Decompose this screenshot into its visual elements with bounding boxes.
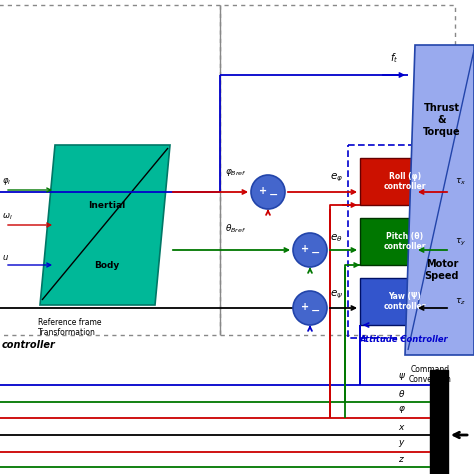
- Text: $\omega_I$: $\omega_I$: [2, 211, 13, 222]
- Text: $z$: $z$: [398, 455, 405, 464]
- Bar: [348, 145, 466, 338]
- Text: −: −: [269, 190, 279, 200]
- Bar: [430, 370, 448, 474]
- Text: controller: controller: [2, 340, 56, 350]
- Text: $e_\varphi$: $e_\varphi$: [330, 172, 343, 184]
- Polygon shape: [40, 145, 170, 305]
- Bar: [360, 278, 450, 325]
- Text: −: −: [311, 306, 321, 316]
- Text: Command
Conversion: Command Conversion: [409, 365, 451, 384]
- Text: $y$: $y$: [398, 438, 406, 449]
- Bar: [360, 218, 450, 265]
- Text: $\varphi_I$: $\varphi_I$: [2, 176, 11, 187]
- Text: $u$: $u$: [2, 253, 9, 262]
- Bar: [0, 5, 455, 335]
- Circle shape: [293, 233, 327, 267]
- Text: Attitude Controller: Attitude Controller: [360, 335, 448, 344]
- Text: Pitch (θ)
controller: Pitch (θ) controller: [384, 232, 426, 251]
- Text: Inertial: Inertial: [88, 201, 126, 210]
- Text: $\varphi$: $\varphi$: [398, 404, 406, 415]
- Bar: [360, 158, 450, 205]
- Circle shape: [293, 291, 327, 325]
- Text: Body: Body: [94, 261, 119, 270]
- Text: Yaw (Ψ)
controller: Yaw (Ψ) controller: [384, 292, 426, 311]
- Polygon shape: [405, 45, 474, 355]
- Text: $\theta$: $\theta$: [398, 388, 405, 399]
- Text: −: −: [311, 248, 321, 258]
- Text: Reference frame
Transformation: Reference frame Transformation: [38, 318, 101, 337]
- Text: $f_t$: $f_t$: [390, 51, 398, 65]
- Text: $\tau_x$: $\tau_x$: [455, 177, 466, 187]
- Text: Motor
Speed: Motor Speed: [425, 259, 459, 281]
- Text: $e_\theta$: $e_\theta$: [330, 232, 343, 244]
- Text: +: +: [301, 244, 309, 254]
- Text: Roll (φ)
controller: Roll (φ) controller: [384, 172, 426, 191]
- Text: $\psi$: $\psi$: [398, 371, 406, 382]
- Text: Thrust
&
Torque: Thrust & Torque: [423, 103, 461, 137]
- Text: $\theta_{Bref}$: $\theta_{Bref}$: [225, 222, 246, 235]
- Circle shape: [251, 175, 285, 209]
- Text: $\varphi_{Bref}$: $\varphi_{Bref}$: [225, 167, 247, 178]
- Text: $\tau_y$: $\tau_y$: [455, 237, 466, 247]
- Text: +: +: [301, 302, 309, 312]
- Text: +: +: [259, 186, 267, 196]
- Text: $x$: $x$: [398, 423, 406, 432]
- Text: $\tau_z$: $\tau_z$: [455, 297, 466, 307]
- Text: $e_\psi$: $e_\psi$: [330, 289, 343, 301]
